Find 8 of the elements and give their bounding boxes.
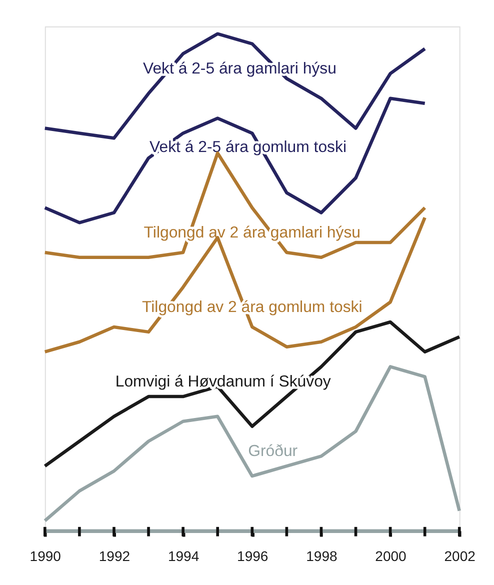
x-tick-label: 1990 xyxy=(30,548,62,564)
x-tick-label: 2000 xyxy=(375,548,407,564)
x-tick-label: 1992 xyxy=(98,548,130,564)
series-label: Gróður xyxy=(248,442,298,460)
x-tick-label: 1998 xyxy=(306,548,338,564)
x-tick-label: 1994 xyxy=(168,548,200,564)
x-tick-label: 1996 xyxy=(237,548,268,564)
x-tick-label: 2002 xyxy=(444,548,476,564)
